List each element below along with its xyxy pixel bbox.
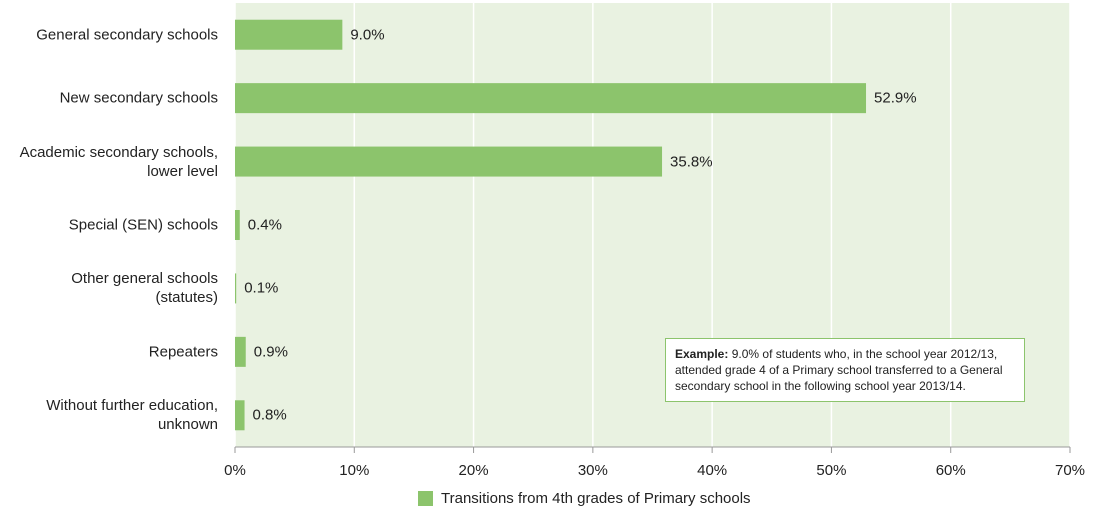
y-tick-label: Other general schools (statutes)	[71, 270, 218, 307]
bar	[235, 19, 343, 50]
y-tick-label: New secondary schools	[59, 89, 218, 107]
x-tick-label: 50%	[816, 462, 847, 479]
bar	[235, 400, 245, 431]
x-tick-label: 70%	[1054, 462, 1086, 479]
value-label: 0.1%	[244, 279, 279, 297]
value-label: 35.8%	[670, 153, 713, 171]
value-label: 9.0%	[350, 26, 385, 44]
x-tick-label: 10%	[339, 462, 370, 479]
legend: Transitions from 4th grades of Primary s…	[418, 490, 751, 507]
value-label: 0.4%	[247, 216, 282, 234]
annotation-label: Example:	[675, 347, 729, 361]
value-label: 0.9%	[253, 343, 288, 361]
legend-label: Transitions from 4th grades of Primary s…	[441, 490, 751, 507]
x-tick-label: 60%	[935, 462, 966, 479]
bar	[235, 210, 240, 240]
value-label: 0.8%	[252, 406, 287, 424]
y-tick-label: Special (SEN) schools	[68, 216, 218, 234]
bar	[235, 336, 246, 367]
x-tick-label: 30%	[577, 462, 608, 479]
x-tick-label: 0%	[224, 462, 246, 479]
annotation: Example: 9.0% of students who, in the sc…	[665, 338, 1025, 402]
y-tick-label: Without further education, unknown	[46, 397, 218, 434]
y-tick-label: Academic secondary schools, lower level	[19, 143, 218, 180]
x-tick-label: 20%	[458, 462, 489, 479]
x-tick-label: 40%	[697, 462, 728, 479]
legend-swatch	[418, 491, 433, 506]
annotation-text: 9.0% of students who, in the school year…	[675, 347, 1003, 393]
y-tick-label: General secondary schools	[36, 26, 218, 44]
y-tick-label: Repeaters	[148, 343, 218, 361]
bar	[235, 273, 237, 304]
bar	[235, 83, 867, 114]
value-label: 52.9%	[874, 89, 917, 107]
bar	[235, 146, 663, 177]
